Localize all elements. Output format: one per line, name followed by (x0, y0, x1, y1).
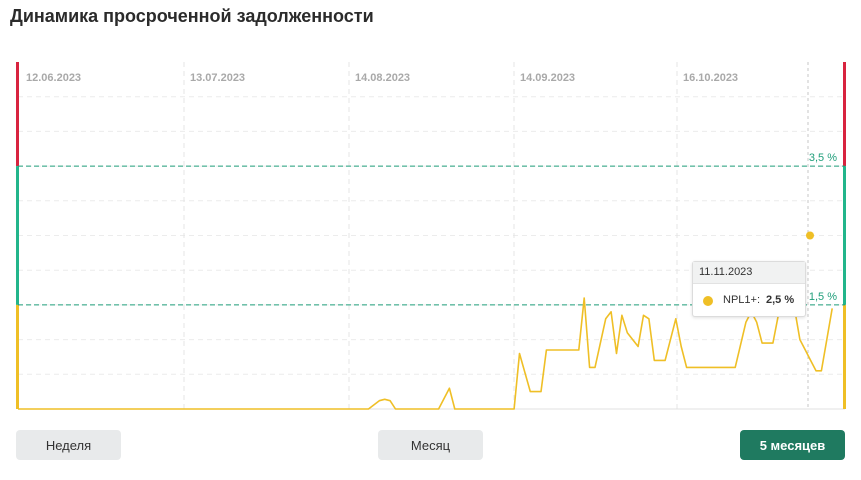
zone-bar-high-right (843, 62, 846, 167)
x-tick-label: 14.08.2023 (355, 72, 410, 84)
zone-bar-low-left (16, 304, 19, 409)
five-months-button[interactable]: 5 месяцев (740, 430, 845, 460)
threshold-label: 1,5 % (809, 291, 837, 303)
chart-tooltip: 11.11.2023 NPL1+: 2,5 % (692, 261, 806, 317)
npl-line-chart[interactable]: 12.06.2023 13.07.2023 14.08.2023 14.09.2023… (0, 0, 861, 420)
x-tick-label: 14.09.2023 (520, 72, 575, 84)
tooltip-value: 2,5 % (766, 294, 795, 306)
month-button[interactable]: Месяц (378, 430, 483, 460)
tooltip-series-name: NPL1+: (723, 294, 760, 306)
x-tick-label: 16.10.2023 (683, 72, 738, 84)
zone-bar-high-left (16, 62, 19, 167)
week-button[interactable]: Неделя (16, 430, 121, 460)
page-title: Динамика просроченной задолженности (10, 6, 374, 26)
x-tick-label: 13.07.2023 (190, 72, 245, 84)
threshold-label: 3,5 % (809, 152, 837, 164)
tooltip-row: NPL1+: 2,5 % (693, 284, 805, 316)
series-color-dot (703, 296, 713, 306)
hover-point (806, 231, 814, 240)
x-tick-label: 12.06.2023 (26, 72, 81, 84)
zone-bar-low-right (843, 304, 846, 409)
tooltip-date: 11.11.2023 (693, 262, 805, 284)
zone-bar-mid-left (16, 166, 19, 305)
series-line-npl1 (18, 286, 833, 410)
zone-bar-mid-right (843, 166, 846, 305)
